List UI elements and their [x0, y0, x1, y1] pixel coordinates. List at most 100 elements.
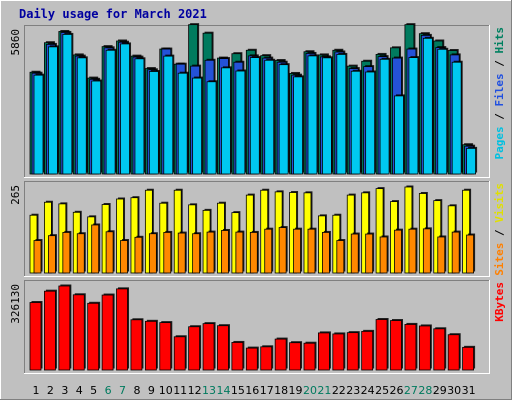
- hits-panel-bar-pages-11: [177, 72, 188, 175]
- visits-panel: 265 Sites / Visits: [9, 181, 506, 277]
- hits-panel-bar-pages-28: [422, 37, 433, 175]
- visits-panel-bar-sites-26: [394, 229, 402, 274]
- kbytes-panel-legend: KBytes: [493, 282, 506, 322]
- visits-panel-bar-sites-14: [221, 230, 229, 274]
- hits-panel-bar-pages-21: [321, 57, 332, 175]
- day-label-7: 7: [119, 384, 126, 397]
- kbytes-panel-bar-kbytes-22: [332, 333, 345, 371]
- kbytes-panel-bar-kbytes-25: [375, 319, 388, 371]
- kbytes-panel-bar-kbytes-31: [462, 346, 475, 371]
- hits-panel-legend-item-3: /: [493, 54, 506, 74]
- visits-panel-bar-sites-29: [437, 236, 446, 274]
- visits-panel-bar-sites-2: [48, 235, 56, 274]
- kbytes-panel-max-label: 326130: [9, 284, 22, 324]
- hits-panel-legend-item-4: Hits: [493, 27, 506, 54]
- kbytes-panel-bar-kbytes-14: [217, 325, 229, 371]
- hits-panel-legend-item-2: Files: [493, 73, 506, 106]
- day-label-3: 3: [61, 384, 68, 397]
- day-labels-group: 1 2 3 4 5 6 7 8 9 10 11 12 13 14 15 16 17 18 19 20 21 22 23 24 2…: [33, 384, 476, 397]
- visits-panel-bar-sites-5: [91, 224, 100, 274]
- day-label-19: 19: [289, 384, 303, 397]
- day-label-14: 14: [216, 384, 230, 397]
- day-label-20: 20: [303, 384, 317, 397]
- day-label-2: 2: [47, 384, 54, 397]
- kbytes-panel-bar-kbytes-17: [260, 346, 273, 371]
- day-label-26: 26: [390, 384, 404, 397]
- hits-panel-bar-pages-4: [76, 57, 87, 175]
- day-label-16: 16: [245, 384, 259, 397]
- kbytes-panel-bar-kbytes-3: [58, 285, 71, 371]
- visits-panel-bar-sites-20: [307, 228, 316, 274]
- kbytes-panel-bar-kbytes-5: [87, 302, 100, 371]
- kbytes-panel-bar-kbytes-16: [245, 347, 258, 371]
- hits-panel-bar-pages-22: [336, 54, 347, 175]
- visits-panel-bar-sites-3: [62, 232, 71, 274]
- day-label-4: 4: [76, 384, 83, 397]
- kbytes-panel-bar-kbytes-1: [29, 302, 42, 371]
- day-label-10: 10: [159, 384, 173, 397]
- kbytes-panel-bar-kbytes-24: [361, 330, 374, 371]
- kbytes-panel-bar-kbytes-26: [390, 320, 402, 371]
- day-label-21: 21: [317, 384, 331, 397]
- visits-panel-bar-sites-24: [365, 233, 374, 274]
- hits-panel-bar-pages-31: [466, 147, 477, 175]
- visits-panel-bar-visits-9: [144, 189, 153, 274]
- day-label-24: 24: [361, 384, 375, 397]
- visits-panel-bar-sites-31: [466, 234, 475, 274]
- visits-panel-bar-sites-11: [177, 232, 186, 274]
- day-label-28: 28: [418, 384, 432, 397]
- panels-group: 5860 Pages / Files / Hits 265 Sites / Visit…: [9, 23, 506, 374]
- kbytes-panel-bar-kbytes-23: [346, 332, 359, 371]
- visits-panel-bar-sites-27: [408, 228, 417, 274]
- kbytes-panel-bar-kbytes-13: [202, 323, 215, 371]
- visits-panel-bar-sites-15: [235, 231, 244, 274]
- kbytes-panel-bar-kbytes-11: [173, 336, 186, 371]
- visits-panel-bar-sites-30: [451, 231, 460, 274]
- visits-panel-bar-sites-25: [379, 236, 388, 274]
- visits-panel-bar-sites-17: [264, 228, 273, 274]
- hits-panel-bar-pages-3: [62, 34, 73, 175]
- day-label-1: 1: [33, 384, 40, 397]
- day-label-30: 30: [447, 384, 461, 397]
- hits-panel-legend: Pages / Files / Hits: [493, 27, 506, 160]
- hits-panel-bar-pages-2: [48, 46, 58, 175]
- visits-panel-bar-sites-13: [206, 231, 215, 274]
- day-label-8: 8: [133, 384, 140, 397]
- visits-panel-bar-sites-21: [321, 232, 330, 274]
- hits-panel-bar-pages-29: [437, 48, 448, 175]
- hits-panel-bar-pages-23: [350, 70, 361, 175]
- visits-panel-bar-visits-25: [375, 188, 384, 274]
- kbytes-panel-bar-kbytes-9: [144, 320, 157, 371]
- day-label-25: 25: [375, 384, 389, 397]
- hits-panel-bar-pages-13: [206, 81, 217, 175]
- hits-panel-bar-pages-6: [105, 49, 116, 175]
- kbytes-panel-bar-kbytes-4: [72, 294, 85, 371]
- day-label-5: 5: [90, 384, 97, 397]
- visits-panel-legend-item-0: Sites: [493, 243, 506, 276]
- kbytes-panel-bar-kbytes-2: [44, 290, 56, 371]
- hits-panel-bar-pages-10: [163, 55, 174, 175]
- hits-panel-bar-pages-7: [120, 43, 130, 175]
- visits-panel-bar-sites-8: [134, 236, 143, 274]
- kbytes-panel-bar-kbytes-30: [447, 334, 460, 371]
- visits-panel-bar-sites-4: [76, 233, 85, 274]
- hits-panel-bar-pages-12: [192, 77, 203, 175]
- day-label-11: 11: [173, 384, 187, 397]
- kbytes-panel-bar-kbytes-19: [289, 342, 301, 371]
- kbytes-panel-bar-kbytes-27: [404, 324, 417, 371]
- visits-panel-bar-sites-18: [278, 227, 287, 274]
- kbytes-panel-bar-kbytes-29: [433, 328, 446, 371]
- hits-panel-bar-pages-1: [33, 74, 44, 175]
- hits-panel: 5860 Pages / Files / Hits: [9, 23, 506, 178]
- visits-panel-bar-sites-19: [293, 228, 301, 274]
- kbytes-panel-bar-kbytes-18: [274, 338, 287, 371]
- visits-panel-bar-sites-7: [120, 240, 128, 274]
- hits-panel-max-label: 5860: [9, 29, 22, 56]
- hits-panel-bar-pages-27: [408, 57, 419, 175]
- hits-panel-bar-pages-15: [235, 70, 246, 175]
- visits-panel-bar-visits-8: [130, 197, 139, 274]
- hits-panel-bar-pages-9: [148, 71, 159, 175]
- kbytes-panel-bar-kbytes-15: [231, 342, 244, 371]
- visits-panel-bar-sites-6: [105, 231, 114, 274]
